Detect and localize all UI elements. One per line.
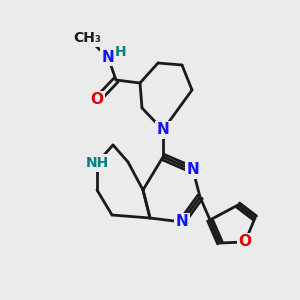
Text: O: O — [91, 92, 103, 107]
Text: N: N — [176, 214, 188, 230]
Text: N: N — [157, 122, 169, 137]
Text: N: N — [187, 163, 200, 178]
Text: CH₃: CH₃ — [73, 31, 101, 45]
Text: H: H — [115, 45, 127, 59]
Text: NH: NH — [85, 156, 109, 170]
Text: O: O — [238, 235, 251, 250]
Text: N: N — [102, 50, 114, 64]
